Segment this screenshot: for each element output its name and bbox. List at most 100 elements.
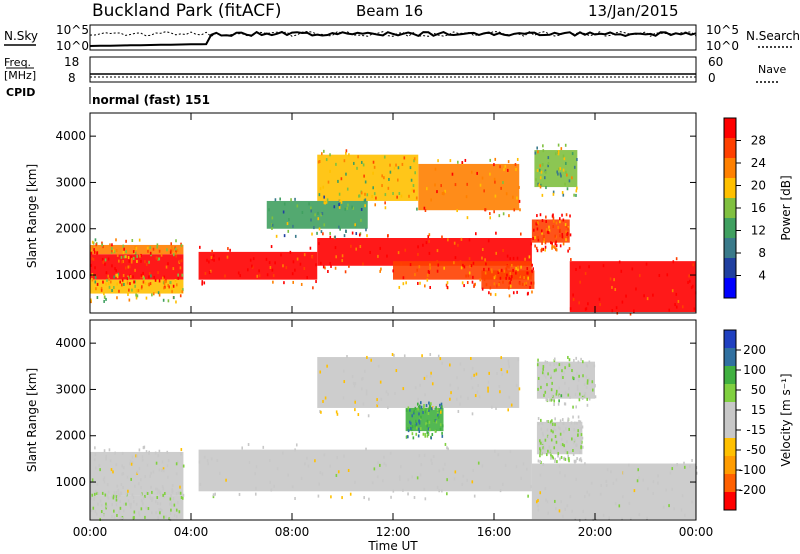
power-speck [555,244,558,248]
velocity-speck [575,356,578,360]
power-speck [552,190,555,194]
power-speck [501,273,503,277]
velocity-speck [366,355,368,359]
power-speck [140,273,143,277]
velocity-speck [133,500,135,504]
power-speck [557,143,560,147]
power-speck [506,273,508,277]
velocity-speck [508,395,511,399]
nave-tick-top: 60 [708,55,723,69]
power-speck [566,187,569,191]
power-speck [329,235,332,239]
velocity-speck [178,510,181,514]
velocity-speck [509,450,512,454]
velocity-speck [273,484,275,488]
velocity-speck [152,470,155,474]
power-speck [411,188,414,192]
velocity-speck [583,382,586,386]
power-speck [258,274,261,278]
velocity-speck [432,455,435,459]
velocity-speck [545,498,547,502]
power-speck [508,214,510,218]
velocity-speck [423,410,425,414]
power-speck [115,273,118,277]
power-speck [454,256,457,260]
power-speck [539,176,542,180]
power-speck [91,245,94,249]
power-speck [554,152,557,156]
velocity-speck [441,424,444,428]
velocity-speck [544,390,547,394]
power-speck [343,234,346,238]
velocity-speck [622,495,624,499]
velocity-speck [131,455,134,459]
velocity-speck [463,368,466,372]
velocity-speck [546,453,548,457]
power-speck [317,217,320,221]
velocity-speck [460,395,462,399]
velocity-speck [182,493,185,497]
velocity-speck [407,406,410,410]
colorbar-swatch [724,178,736,198]
velocity-speck [553,363,555,367]
power-speck [545,186,547,190]
power-speck [115,269,117,273]
power-speck [173,296,175,300]
velocity-speck [392,489,395,493]
power-speck [513,208,516,212]
velocity-speck [353,384,356,388]
power-speck [471,280,474,284]
power-speck [575,193,577,197]
velocity-speck [164,491,166,495]
velocity-speck [106,504,108,508]
power-speck [539,185,542,189]
velocity-speck [555,368,557,372]
velocity-speck [488,371,490,375]
velocity-speck [474,394,477,398]
velocity-speck [120,492,123,496]
velocity-speck [567,393,570,397]
power-speck [290,198,292,202]
velocity-speck [558,399,560,403]
velocity-speck [560,394,563,398]
power-speck [485,283,488,287]
velocity-speck [580,445,582,449]
power-speck [425,187,428,191]
velocity-speck [138,513,141,517]
velocity-speck [158,449,161,453]
power-speck [323,149,325,153]
power-speck [333,205,336,209]
power-speck [137,289,140,293]
power-band-11 [534,150,578,188]
power-speck [503,168,505,172]
velocity-speck [553,397,556,401]
power-speck [416,207,418,211]
power-speck [547,231,550,235]
velocity-speck [424,497,427,501]
power-speck [373,165,376,169]
velocity-speck [683,465,686,469]
power-speck [430,198,432,202]
velocity-speck [518,387,521,391]
velocity-speck [642,478,644,482]
velocity-speck [545,375,547,379]
power-speck [381,184,383,188]
velocity-speck [109,459,112,463]
velocity-speck [454,470,457,474]
velocity-speck [572,415,574,419]
velocity-speck [542,444,545,448]
power-speck [561,213,563,217]
velocity-speck [170,494,172,498]
power-speck [351,205,353,209]
power-speck [345,151,347,155]
velocity-speck [628,463,630,467]
power-speck [211,249,213,253]
power-speck [573,165,576,169]
power-speck [115,238,117,242]
velocity-speck [561,418,564,422]
power-speck [521,282,524,286]
power-speck [537,182,540,186]
power-speck [562,218,565,222]
power-speck [160,253,163,257]
power-speck [157,291,160,295]
